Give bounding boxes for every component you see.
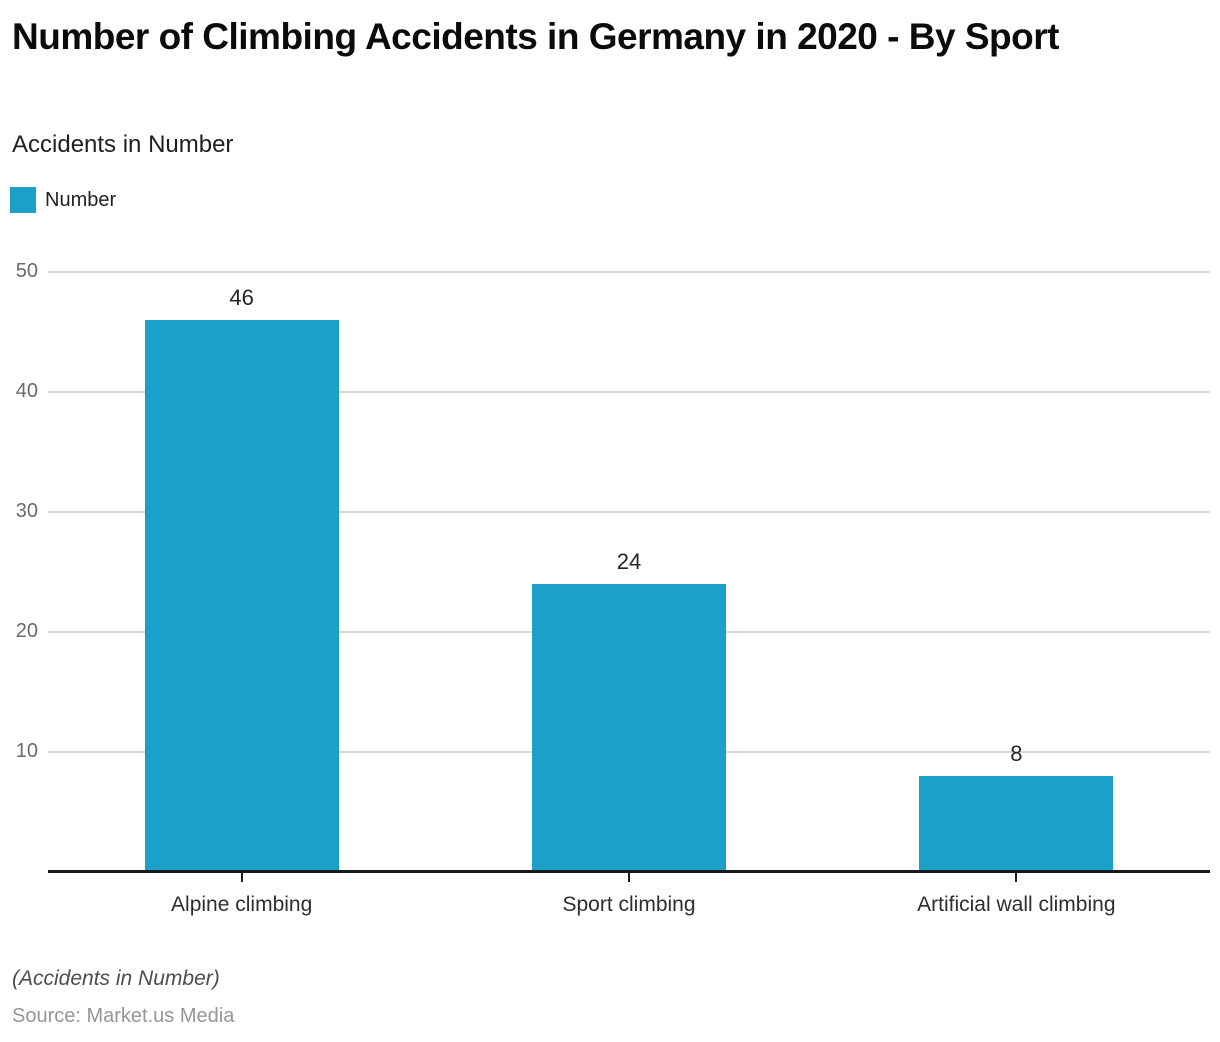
x-axis-tick xyxy=(240,873,243,882)
x-axis-tick xyxy=(1015,873,1018,882)
bar[interactable] xyxy=(144,320,339,872)
footer-unit-note: (Accidents in Number) xyxy=(12,967,220,990)
x-category-label: Alpine climbing xyxy=(171,893,313,916)
bar[interactable] xyxy=(919,776,1114,872)
gridline xyxy=(48,271,1210,273)
x-category-label: Artificial wall climbing xyxy=(917,893,1116,916)
y-tick-label: 40 xyxy=(15,380,38,402)
y-tick-label: 20 xyxy=(15,620,38,642)
bar[interactable] xyxy=(532,584,726,872)
y-tick-label: 50 xyxy=(15,260,38,282)
bar-value-label: 8 xyxy=(1010,741,1023,766)
y-tick-label: 10 xyxy=(15,740,38,762)
y-tick-label: 30 xyxy=(15,500,38,522)
legend-swatch-icon xyxy=(10,187,36,213)
footer-source: Source: Market.us Media xyxy=(12,1005,235,1027)
bar-value-label: 24 xyxy=(616,549,642,574)
x-axis-tick xyxy=(628,873,630,882)
bar-value-label: 46 xyxy=(229,285,254,310)
legend-label: Number xyxy=(45,188,117,211)
x-category-label: Sport climbing xyxy=(562,893,696,916)
chart-title: Number of Climbing Accidents in Germany … xyxy=(12,16,1059,57)
legend-item-number[interactable]: Number xyxy=(10,187,116,213)
chart-subtitle: Accidents in Number xyxy=(12,131,234,158)
